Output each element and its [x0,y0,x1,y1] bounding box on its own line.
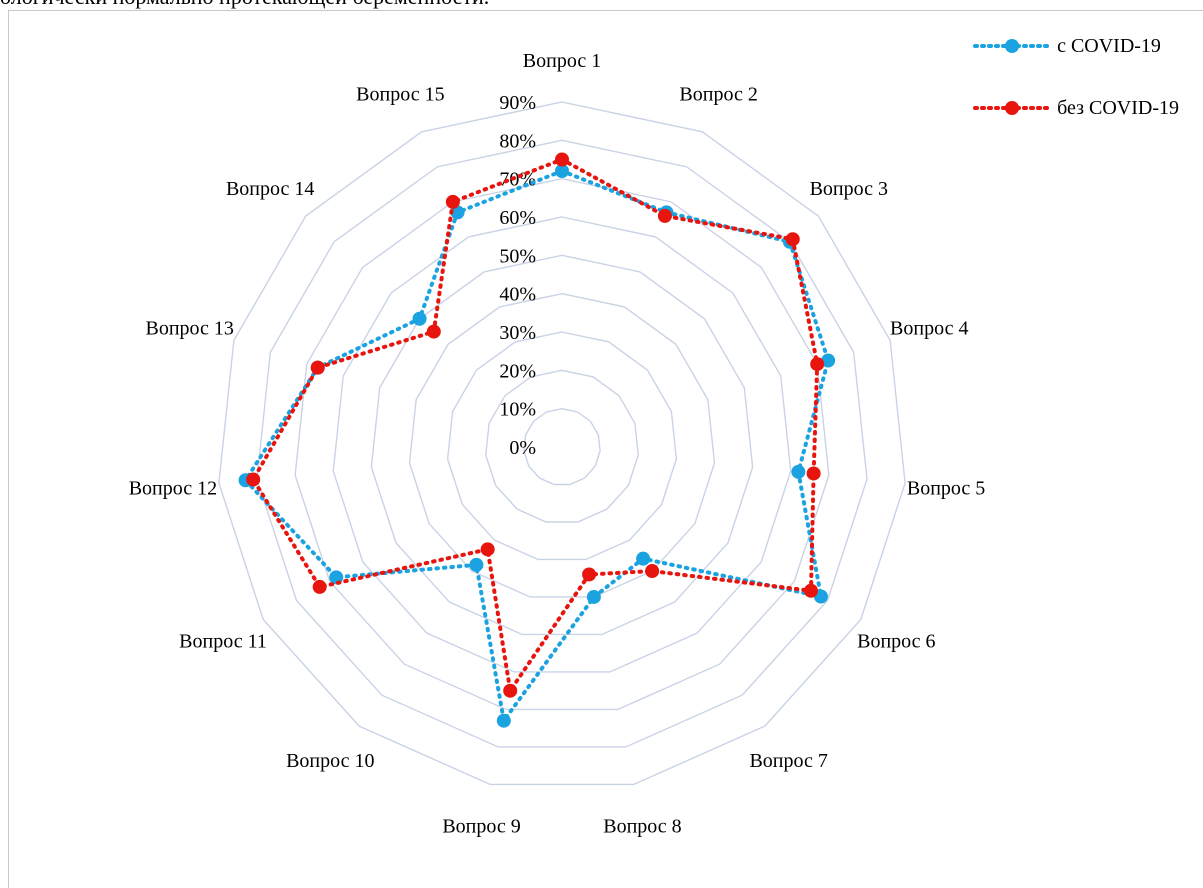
category-label: Вопрос 10 [286,750,374,772]
data-point[interactable] [555,152,569,167]
tick-label: 60% [499,207,536,229]
category-label: Вопрос 7 [749,750,827,772]
tick-label: 30% [499,322,536,344]
data-point[interactable] [246,472,261,487]
category-label: Вопрос 3 [810,178,888,200]
category-label: Вопрос 8 [603,816,681,838]
category-label: Вопрос 14 [226,178,314,200]
header-text: ологически нормально протекающей беремен… [0,0,489,10]
tick-label: 80% [499,130,536,152]
data-point[interactable] [503,683,518,698]
grid-ring-2 [485,369,639,523]
data-point[interactable] [582,567,597,582]
category-label: Вопрос 5 [907,477,985,499]
category-label: Вопрос 6 [857,631,935,653]
data-point[interactable] [426,324,441,339]
grid-ring-3 [446,331,678,561]
data-point[interactable] [450,205,465,220]
category-label: Вопрос 15 [356,83,444,105]
data-point[interactable] [555,164,569,178]
series-line [250,157,820,697]
category-label: Вопрос 2 [679,83,757,105]
radial-tick-labels: 0%10%20%30%40%50%60%70%80%90% [499,92,536,459]
grid-ring-4 [408,292,716,598]
grid-ring-8 [256,139,868,748]
data-point[interactable] [469,557,484,572]
data-point[interactable] [310,360,325,375]
data-point[interactable] [806,466,821,481]
category-label: Вопрос 12 [129,477,217,499]
data-point[interactable] [645,564,660,579]
data-point[interactable] [496,713,511,728]
legend-item-no-covid[interactable]: без COVID-19 [973,92,1179,124]
legend-label-covid: с COVID-19 [1057,34,1161,57]
data-point[interactable] [657,208,672,223]
grid-ring-1 [523,407,601,486]
legend-marker-covid [973,39,1052,53]
legend-marker-no-covid [973,101,1052,115]
tick-label: 10% [499,399,536,421]
tick-label: 40% [499,284,536,306]
category-label: Вопрос 1 [523,50,601,72]
data-point[interactable] [821,353,836,368]
data-point[interactable] [803,583,818,598]
tick-label: 20% [499,360,536,382]
grid-ring-7 [294,177,830,711]
tick-label: 0% [509,437,536,459]
data-point[interactable] [586,589,601,604]
data-point[interactable] [312,579,327,594]
series-line [243,168,831,726]
series-covid [238,164,836,728]
grid-ring-6 [332,216,792,673]
data-point[interactable] [791,464,806,479]
data-point[interactable] [636,551,651,566]
data-point[interactable] [480,542,495,557]
legend: с COVID-19 без COVID-19 [973,30,1179,154]
category-label: Вопрос 11 [179,631,267,653]
series-group [238,152,836,728]
data-point[interactable] [810,357,825,372]
grid-ring-9 [218,101,906,786]
legend-item-covid[interactable]: с COVID-19 [973,30,1179,62]
category-label: Вопрос 4 [890,317,968,339]
category-labels: Вопрос 1 Вопрос 2 Вопрос 3 Вопрос 4 Вопрос 5… [129,50,986,838]
category-label: Вопрос 9 [442,816,520,838]
chart-frame [8,10,1203,888]
radar-grid [218,101,906,786]
legend-label-no-covid: без COVID-19 [1057,96,1179,119]
series-no-covid [246,152,825,698]
data-point[interactable] [445,194,460,209]
grid-ring-5 [370,254,754,636]
data-point[interactable] [785,232,800,247]
category-label: Вопрос 13 [146,317,234,339]
tick-label: 50% [499,245,536,267]
tick-label: 90% [499,92,536,114]
data-point[interactable] [412,311,427,326]
